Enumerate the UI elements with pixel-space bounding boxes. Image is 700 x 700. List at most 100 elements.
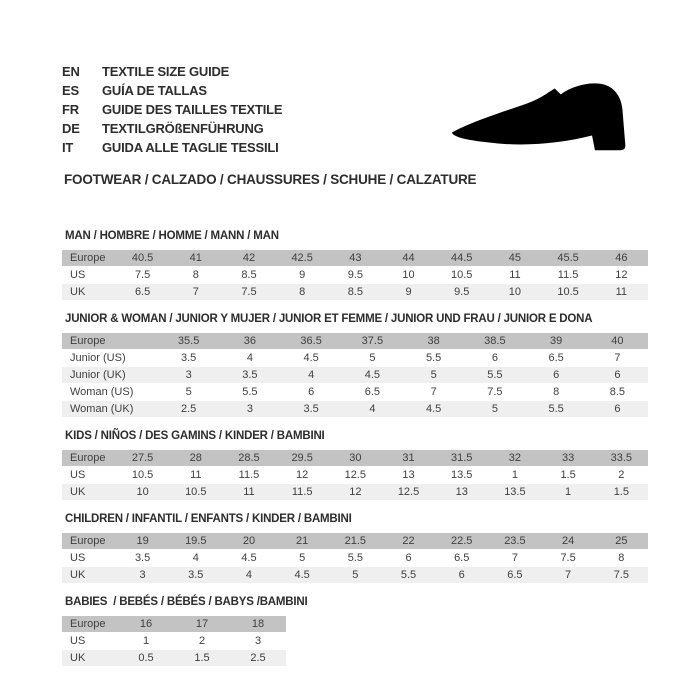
size-value-cell: 4: [169, 550, 223, 567]
size-value-cell: 7: [541, 567, 595, 584]
size-value-cell: 5.5: [381, 567, 436, 584]
table-row: Europe 35.5 36 36.5 37.5 38 38.5 39 40: [62, 333, 648, 350]
row-label: Woman (UK): [62, 401, 158, 418]
size-value-cell: 1: [541, 484, 595, 501]
table-row: Europe 40.5 41 42 42.5 43 44 44.5 45 45.5 46: [62, 250, 648, 267]
size-value-cell: 7: [586, 350, 648, 367]
size-value-cell: 6: [381, 550, 436, 567]
language-title: TEXTILE SIZE GUIDE: [102, 64, 230, 79]
section-kids: KIDS / NIÑOS / DES GAMINS / KINDER / BAM…: [62, 430, 648, 501]
table-row: Junior (US) 3.5 4 4.5 5 5.5 6 6.5 7: [62, 350, 648, 367]
table-row: US 1 2 3: [62, 633, 286, 650]
size-value-cell: 22.5: [435, 533, 489, 550]
size-value-cell: 10.5: [116, 467, 170, 484]
row-label: UK: [62, 484, 116, 501]
table-row: UK 10 10.5 11 11.5 12 12.5 13 13.5 1 1.5: [62, 484, 648, 501]
size-value-cell: 9: [381, 284, 436, 301]
language-title: TEXTILGRÖßENFÜHRUNG: [102, 121, 264, 136]
size-value-cell: 22: [381, 533, 436, 550]
size-value-cell: 6.5: [435, 550, 489, 567]
size-value-cell: 7.5: [541, 550, 595, 567]
size-value-cell: 10: [488, 284, 542, 301]
size-value-cell: 4.5: [222, 550, 276, 567]
row-label: Europe: [62, 333, 158, 350]
size-value-cell: 45.5: [541, 250, 595, 267]
table-row: US 7.5 8 8.5 9 9.5 10 10.5 11 11.5 12: [62, 267, 648, 284]
size-table-children: Europe 19 19.5 20 21 21.5 22 22.5 23.5 24 25 US 3.5 4…: [62, 533, 648, 584]
size-value-cell: 6: [464, 350, 526, 367]
size-table-man: Europe 40.5 41 42 42.5 43 44 44.5 45 45.5 46 US 7.5 8…: [62, 250, 648, 301]
size-table-junior-woman: Europe 35.5 36 36.5 37.5 38 38.5 39 40 Junior (US…: [62, 333, 648, 418]
size-value-cell: 2.5: [158, 401, 220, 418]
size-value-cell: 6: [586, 367, 648, 384]
size-value-cell: 43: [328, 250, 382, 267]
size-value-cell: 6: [435, 567, 489, 584]
size-value-cell: 31.5: [435, 450, 489, 467]
language-title: GUIDA ALLE TAGLIE TESSILI: [102, 140, 279, 155]
section-junior-woman: JUNIOR & WOMAN / JUNIOR Y MUJER / JUNIOR…: [62, 313, 648, 418]
size-value-cell: 6.5: [116, 284, 170, 301]
size-value-cell: 11: [594, 284, 648, 301]
size-value-cell: 3.5: [158, 350, 220, 367]
size-value-cell: 45: [488, 250, 542, 267]
size-value-cell: 21: [275, 533, 329, 550]
size-value-cell: 31: [381, 450, 436, 467]
table-row: UK 3 3.5 4 4.5 5 5.5 6 6.5 7 7.5: [62, 567, 648, 584]
size-value-cell: 9.5: [435, 284, 489, 301]
size-value-cell: 8: [169, 267, 223, 284]
size-value-cell: 41: [169, 250, 223, 267]
size-value-cell: 2: [174, 633, 230, 650]
size-value-cell: 12.5: [328, 467, 382, 484]
size-value-cell: 33.5: [594, 450, 648, 467]
size-value-cell: 4: [280, 367, 342, 384]
size-value-cell: 7.5: [464, 384, 526, 401]
size-value-cell: 10.5: [169, 484, 223, 501]
size-value-cell: 13.5: [488, 484, 542, 501]
size-value-cell: 7: [488, 550, 542, 567]
size-value-cell: 1.5: [594, 484, 648, 501]
size-value-cell: 3: [230, 633, 286, 650]
size-value-cell: 7: [403, 384, 465, 401]
size-value-cell: 5: [464, 401, 526, 418]
table-row: Junior (UK) 3 3.5 4 4.5 5 5.5 6 6: [62, 367, 648, 384]
category-heading: FOOTWEAR / CALZADO / CHAUSSURES / SCHUHE…: [64, 172, 477, 187]
size-value-cell: 11: [169, 467, 223, 484]
row-label: Europe: [62, 616, 118, 633]
size-value-cell: 7.5: [222, 284, 276, 301]
size-value-cell: 2: [594, 467, 648, 484]
size-table-title: JUNIOR & WOMAN / JUNIOR Y MUJER / JUNIOR…: [65, 313, 593, 325]
size-value-cell: 4.5: [341, 367, 403, 384]
size-value-cell: 11.5: [541, 267, 595, 284]
size-value-cell: 19: [116, 533, 170, 550]
size-value-cell: 27.5: [116, 450, 170, 467]
size-value-cell: 10.5: [541, 284, 595, 301]
size-value-cell: 46: [594, 250, 648, 267]
size-value-cell: 11: [488, 267, 542, 284]
language-title: GUÍA DE TALLAS: [102, 83, 207, 98]
table-row: US 10.5 11 11.5 12 12.5 13 13.5 1 1.5 2: [62, 467, 648, 484]
size-value-cell: 13: [381, 467, 436, 484]
size-value-cell: 28.5: [222, 450, 276, 467]
row-label: Europe: [62, 450, 116, 467]
size-value-cell: 40: [586, 333, 648, 350]
language-code: EN: [62, 64, 80, 79]
size-value-cell: 6: [280, 384, 342, 401]
size-value-cell: 6: [586, 401, 648, 418]
size-value-cell: 8: [594, 550, 648, 567]
size-value-cell: 4: [219, 350, 281, 367]
size-value-cell: 8.5: [328, 284, 382, 301]
size-value-cell: 11.5: [275, 484, 329, 501]
shoe-icon: [446, 62, 642, 165]
size-value-cell: 13.5: [435, 467, 489, 484]
size-value-cell: 42.5: [275, 250, 329, 267]
size-value-cell: 28: [169, 450, 223, 467]
size-value-cell: 5.5: [464, 367, 526, 384]
size-value-cell: 32: [488, 450, 542, 467]
size-value-cell: 8.5: [586, 384, 648, 401]
size-table-title: KIDS / NIÑOS / DES GAMINS / KINDER / BAM…: [65, 430, 325, 442]
size-value-cell: 12: [594, 267, 648, 284]
language-code: IT: [62, 140, 74, 155]
size-value-cell: 38.5: [464, 333, 526, 350]
language-code: DE: [62, 121, 80, 136]
page-header: EN TEXTILE SIZE GUIDE ES GUÍA DE TALLAS …: [62, 60, 648, 165]
